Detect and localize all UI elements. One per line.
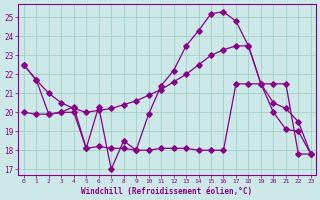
X-axis label: Windchill (Refroidissement éolien,°C): Windchill (Refroidissement éolien,°C): [81, 187, 252, 196]
